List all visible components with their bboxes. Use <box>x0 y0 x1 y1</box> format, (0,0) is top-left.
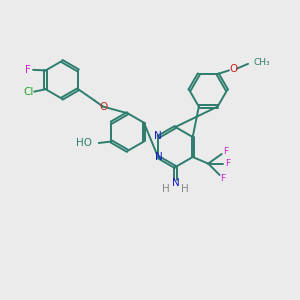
Text: F: F <box>225 159 230 168</box>
Text: F: F <box>220 174 226 183</box>
Text: N: N <box>154 131 161 141</box>
Text: F: F <box>224 147 229 156</box>
Text: HO: HO <box>76 138 92 148</box>
Text: CH₃: CH₃ <box>254 58 270 67</box>
Text: N: N <box>172 178 179 188</box>
Text: O: O <box>229 64 237 74</box>
Text: N: N <box>155 152 163 162</box>
Text: F: F <box>26 65 31 75</box>
Text: Cl: Cl <box>23 87 34 97</box>
Text: H: H <box>162 184 170 194</box>
Text: H: H <box>181 184 189 194</box>
Text: O: O <box>100 102 108 112</box>
